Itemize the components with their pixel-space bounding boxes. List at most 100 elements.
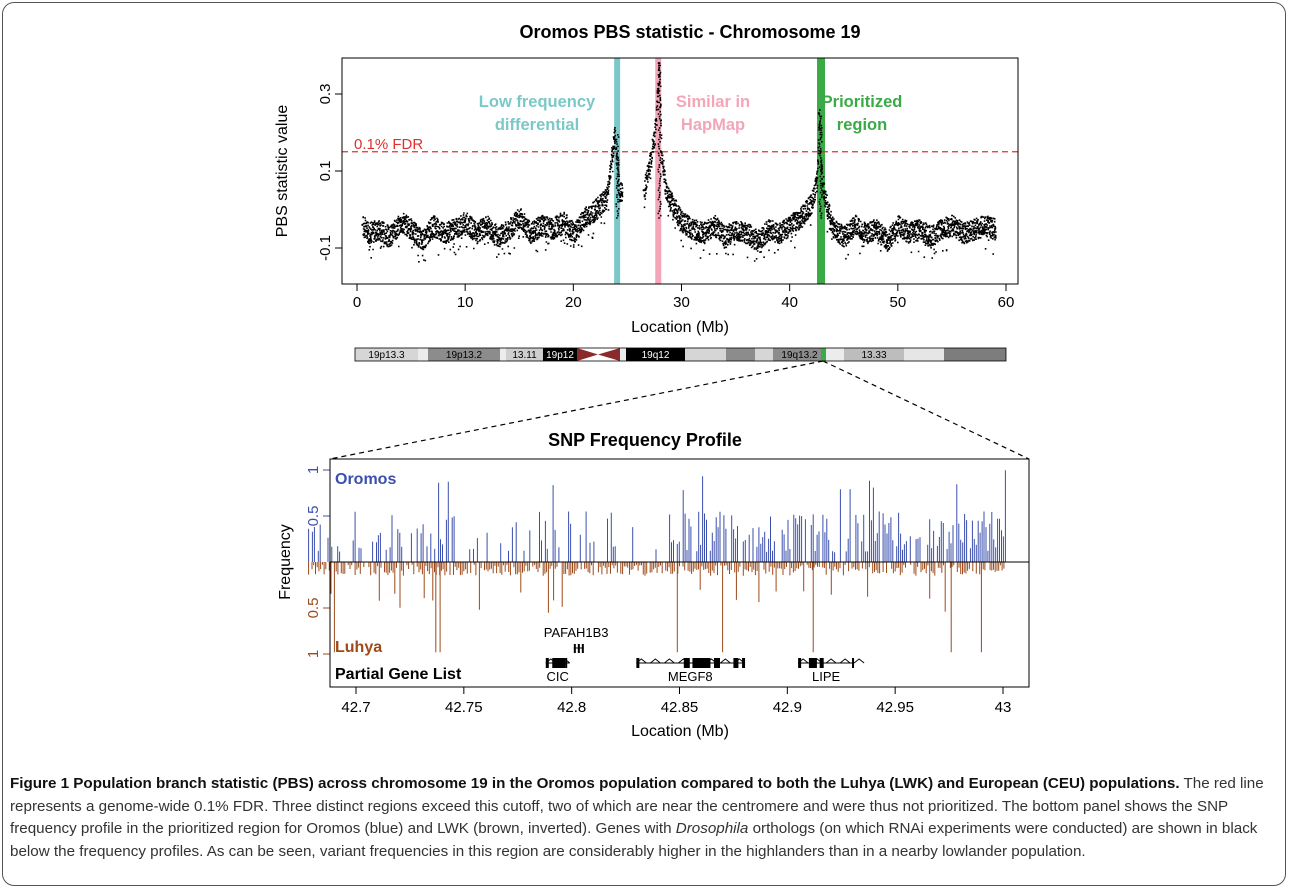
ideogram-band — [904, 348, 944, 361]
snp-plot-border — [330, 459, 1029, 687]
region-labels: Low frequency differential Similar in HapMa… — [479, 93, 903, 134]
region-label: region — [837, 116, 887, 134]
gene-intron — [826, 659, 836, 663]
ideogram-band — [685, 348, 726, 361]
ideogram-band-label: 19p12 — [546, 350, 574, 361]
pbs-point — [713, 224, 715, 226]
snp-xlabel: Location (Mb) — [631, 723, 729, 740]
centromere — [577, 348, 598, 361]
pbs-x-tick-label: 0 — [353, 294, 361, 311]
figure-svg: Oromos PBS statistic - Chromosome 19 0.1… — [0, 0, 1290, 770]
pbs-point — [605, 197, 607, 199]
ideogram-band — [755, 348, 773, 361]
pbs-point — [820, 170, 822, 172]
gene-exon — [714, 658, 720, 668]
ideogram-band — [944, 348, 1006, 361]
pbs-x-tick-label: 60 — [998, 294, 1015, 311]
pbs-point — [399, 220, 401, 222]
region-label: differential — [495, 116, 579, 134]
ideogram-band — [726, 348, 755, 361]
pbs-x-tick-label: 40 — [781, 294, 798, 311]
pbs-point — [994, 228, 996, 230]
pbs-point — [388, 235, 390, 237]
pbs-point — [432, 224, 434, 226]
snp-x-tick-label: 42.8 — [557, 699, 586, 716]
snp-y-tick-label: 0.5 — [305, 506, 322, 527]
pbs-point — [361, 224, 363, 226]
pbs-point — [442, 232, 444, 234]
pbs-point — [929, 235, 931, 237]
caption-italic: Drosophila — [676, 820, 749, 837]
ideogram-band — [500, 348, 506, 361]
pbs-point — [551, 228, 553, 230]
pbs-point — [745, 232, 747, 234]
gene-label: LIPE — [812, 669, 841, 684]
gene-intron — [720, 659, 730, 663]
pbs-point — [378, 228, 380, 230]
gene-label: PAFAH1B3 — [544, 625, 609, 640]
gene-exon — [852, 658, 854, 668]
snp-panel: SNP Frequency Profile Oromos Luhya Partia… — [277, 430, 1029, 740]
gene-intron — [840, 659, 850, 663]
pbs-point — [918, 228, 920, 230]
pbs-point — [756, 239, 758, 241]
fdr-threshold-label: 0.1% FDR — [354, 136, 423, 153]
pbs-point — [767, 228, 769, 230]
pbs-x-tick-label: 30 — [673, 294, 690, 311]
pbs-point — [658, 62, 660, 64]
zoom-line-right — [823, 361, 1029, 459]
snp-x-tick-label: 42.9 — [773, 699, 802, 716]
snp-x-tick-label: 42.75 — [445, 699, 483, 716]
gene-exon — [636, 658, 639, 668]
gene-intron — [650, 659, 660, 663]
pbs-point — [724, 235, 726, 237]
pbs-point — [410, 228, 412, 230]
region-label: Similar in — [676, 93, 750, 111]
pbs-x-tick-label: 10 — [457, 294, 474, 311]
pbs-point — [529, 232, 531, 234]
pbs-ylabel: PBS statistic value — [274, 105, 291, 238]
gene-exon — [578, 644, 580, 653]
pbs-xlabel: Location (Mb) — [631, 319, 729, 336]
gene-label: CIC — [546, 669, 568, 684]
snp-y-tick-label: 1 — [305, 466, 322, 474]
gene-exon — [692, 658, 710, 668]
pbs-point — [853, 224, 855, 226]
pbs-x-tick-label: 50 — [889, 294, 906, 311]
pbs-point — [653, 131, 655, 133]
pbs-point — [616, 162, 618, 164]
snp-x-tick-label: 42.85 — [661, 699, 699, 716]
pbs-point — [951, 224, 953, 226]
gene-exon — [574, 644, 576, 653]
pbs-point — [613, 131, 615, 133]
luhya-bars — [309, 562, 1004, 652]
luhya-label: Luhya — [335, 639, 382, 656]
pbs-point — [897, 224, 899, 226]
pbs-point — [540, 224, 542, 226]
snp-y-tick-label: 1 — [305, 650, 322, 658]
pbs-x-tick-label: 20 — [565, 294, 582, 311]
gene-intron — [854, 659, 864, 663]
pbs-point — [691, 228, 693, 230]
pbs-point — [648, 162, 650, 164]
gene-exon — [684, 658, 690, 668]
pbs-point — [367, 232, 369, 234]
snp-x-tick-label: 42.7 — [341, 699, 370, 716]
pbs-point — [818, 112, 820, 114]
oromos-bars — [309, 470, 1006, 562]
gene-exon — [742, 658, 745, 668]
gene-exon — [820, 658, 824, 668]
gene-intron — [664, 659, 674, 663]
pbs-y-tick-label: 0.1 — [317, 161, 334, 182]
pbs-panel: Oromos PBS statistic - Chromosome 19 0.1… — [274, 22, 1018, 336]
gene-exon — [552, 658, 565, 668]
ideogram-band-label: 13.33 — [861, 350, 886, 361]
pbs-point — [983, 224, 985, 226]
pbs-point — [816, 178, 818, 180]
pbs-point — [518, 216, 520, 218]
pbs-point — [618, 189, 620, 191]
pbs-point — [497, 235, 499, 237]
pbs-point — [507, 228, 509, 230]
region-label: HapMap — [681, 116, 745, 134]
caption-lead: Figure 1 Population branch statistic (PB… — [10, 775, 1180, 792]
